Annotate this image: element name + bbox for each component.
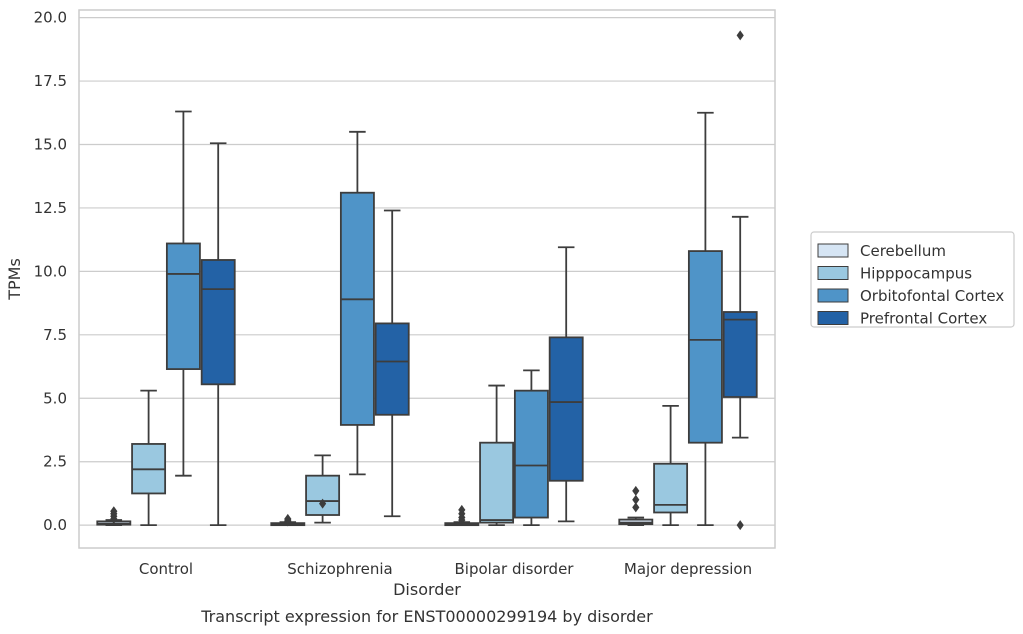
- outlier-point: [458, 504, 466, 515]
- outlier-point: [110, 506, 118, 517]
- y-tick-label: 20.0: [34, 9, 67, 27]
- x-tick-label: Schizophrenia: [287, 560, 392, 578]
- box-iqr: [339, 191, 375, 426]
- box-iqr: [513, 389, 549, 519]
- box-hipppocampus: [653, 404, 689, 527]
- y-tick-label: 17.5: [34, 72, 67, 90]
- box-prefrontal-cortex: [548, 246, 584, 523]
- x-tick-label: Major depression: [624, 560, 752, 578]
- y-axis-label: TPMs: [5, 258, 24, 301]
- legend-swatch: [817, 266, 849, 280]
- y-tick-label: 2.5: [43, 453, 67, 471]
- legend-swatch: [817, 311, 849, 325]
- legend-frame: [810, 231, 1015, 328]
- outlier-point: [632, 502, 640, 513]
- legend-label: Prefrontal Cortex: [860, 310, 987, 328]
- box-iqr: [548, 336, 584, 482]
- y-tick-label: 0.0: [43, 516, 67, 534]
- box-prefrontal-cortex: [200, 142, 236, 527]
- plot-frame: [78, 9, 776, 549]
- box-cerebellum: [96, 506, 132, 527]
- box-hipppocampus: [479, 384, 515, 527]
- y-axis-ticks: 0.0 2.5 5.0 7.5 10.0 12.5 15.0 17.5 20.0: [34, 9, 67, 535]
- y-tick-label: 15.0: [34, 136, 67, 154]
- legend: Cerebellum Hipppocampus Orbitofontal Corte…: [810, 231, 1015, 328]
- box-iqr: [165, 242, 201, 370]
- box-orbitofontal-cortex: [339, 130, 375, 476]
- box-iqr: [200, 259, 236, 386]
- box-orbitofontal-cortex: [687, 111, 723, 527]
- outlier-point: [284, 513, 292, 524]
- box-prefrontal-cortex: [374, 209, 410, 518]
- box-cerebellum: [444, 504, 480, 527]
- outlier-point: [632, 494, 640, 505]
- x-axis-ticks: Control Schizophrenia Bipolar disorder Majo…: [139, 560, 752, 578]
- box-orbitofontal-cortex: [165, 110, 201, 477]
- legend-swatch: [817, 288, 849, 303]
- x-tick-label: Control: [139, 560, 193, 578]
- legend-label: Hipppocampus: [860, 265, 972, 283]
- y-tick-label: 12.5: [34, 199, 67, 217]
- box-orbitofontal-cortex: [513, 369, 549, 527]
- box-cerebellum: [270, 513, 306, 527]
- x-axis-label: Disorder: [393, 580, 461, 599]
- box-iqr: [305, 474, 341, 516]
- y-tick-label: 10.0: [34, 262, 67, 280]
- legend-label: Cerebellum: [860, 242, 946, 260]
- outlier-point: [736, 30, 744, 41]
- box-iqr: [687, 250, 723, 444]
- box-hipppocampus: [305, 454, 341, 524]
- box-iqr: [479, 441, 515, 524]
- legend-swatch: [817, 243, 849, 258]
- chart-caption: Transcript expression for ENST0000029919…: [200, 607, 653, 626]
- outlier-point: [319, 498, 327, 509]
- box-prefrontal-cortex: [722, 30, 758, 531]
- y-tick-label: 5.0: [43, 389, 67, 407]
- box-iqr: [722, 311, 758, 398]
- x-tick-label: Bipolar disorder: [455, 560, 575, 578]
- y-tick-label: 7.5: [43, 326, 67, 344]
- box-iqr: [374, 322, 410, 416]
- outlier-point: [632, 485, 640, 496]
- outlier-point: [736, 520, 744, 531]
- legend-label: Orbitofontal Cortex: [860, 287, 1004, 305]
- box-cerebellum: [618, 485, 654, 527]
- box-hipppocampus: [131, 389, 167, 527]
- boxes: [96, 30, 758, 531]
